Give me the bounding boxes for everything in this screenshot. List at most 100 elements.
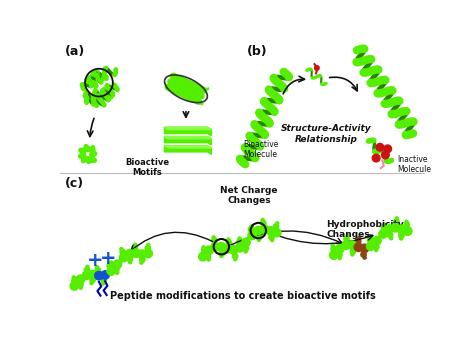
Circle shape [87, 160, 91, 163]
Circle shape [84, 267, 90, 273]
Circle shape [90, 281, 93, 285]
Circle shape [102, 282, 105, 285]
Circle shape [89, 157, 95, 162]
Circle shape [403, 227, 412, 235]
Circle shape [80, 152, 86, 158]
Polygon shape [164, 136, 211, 139]
Polygon shape [164, 127, 211, 136]
Circle shape [217, 242, 226, 251]
Circle shape [205, 254, 210, 259]
Circle shape [120, 250, 126, 255]
Circle shape [119, 253, 128, 262]
Circle shape [236, 244, 244, 252]
Circle shape [116, 271, 118, 274]
Circle shape [72, 278, 77, 283]
Circle shape [260, 225, 269, 234]
Circle shape [363, 256, 366, 259]
Circle shape [205, 246, 213, 254]
Circle shape [144, 249, 153, 258]
Circle shape [95, 266, 99, 269]
Circle shape [232, 253, 238, 259]
Circle shape [72, 276, 75, 279]
Circle shape [381, 225, 387, 231]
Text: +: + [87, 251, 103, 270]
Circle shape [90, 147, 95, 153]
Circle shape [273, 228, 281, 237]
Polygon shape [164, 127, 211, 130]
Text: Inactive
Molecule: Inactive Molecule [398, 155, 432, 174]
Circle shape [82, 156, 87, 161]
Circle shape [107, 263, 112, 268]
Circle shape [346, 234, 349, 237]
Circle shape [366, 242, 375, 250]
Circle shape [384, 145, 392, 153]
Circle shape [269, 234, 274, 240]
Circle shape [85, 146, 90, 152]
Circle shape [351, 253, 354, 256]
Circle shape [70, 282, 79, 290]
Circle shape [348, 241, 356, 249]
Circle shape [336, 245, 344, 253]
Circle shape [373, 236, 381, 245]
Circle shape [383, 223, 386, 226]
Circle shape [91, 146, 95, 149]
Polygon shape [164, 136, 211, 145]
Circle shape [86, 265, 89, 268]
Circle shape [113, 260, 122, 268]
Circle shape [370, 235, 373, 238]
Circle shape [356, 238, 361, 244]
Circle shape [227, 238, 230, 241]
Circle shape [374, 248, 378, 251]
Circle shape [223, 245, 232, 253]
Circle shape [81, 148, 86, 154]
Circle shape [367, 237, 373, 243]
Text: Bioactive
Motifs: Bioactive Motifs [126, 158, 170, 177]
Circle shape [79, 286, 82, 289]
Circle shape [382, 151, 389, 159]
Circle shape [387, 233, 393, 238]
Circle shape [220, 254, 223, 258]
Circle shape [207, 258, 210, 261]
Circle shape [248, 231, 256, 240]
Circle shape [391, 223, 400, 232]
Circle shape [374, 244, 379, 250]
Circle shape [244, 250, 247, 253]
Circle shape [140, 261, 143, 264]
Circle shape [79, 148, 82, 152]
Text: Structure-Activity
Relationship: Structure-Activity Relationship [281, 124, 372, 144]
Circle shape [90, 277, 95, 283]
Circle shape [79, 155, 82, 158]
Circle shape [202, 246, 205, 249]
Circle shape [238, 237, 241, 240]
Circle shape [338, 256, 341, 260]
Circle shape [254, 226, 263, 235]
Text: (b): (b) [247, 45, 267, 58]
Circle shape [261, 219, 264, 222]
Circle shape [84, 145, 88, 148]
Circle shape [404, 222, 410, 228]
Circle shape [329, 251, 338, 259]
Circle shape [390, 237, 392, 240]
Circle shape [212, 236, 215, 239]
Circle shape [405, 220, 408, 223]
Circle shape [395, 217, 399, 220]
Circle shape [89, 271, 97, 279]
Text: Peptide modifications to create bioactive motifs: Peptide modifications to create bioactiv… [110, 291, 376, 301]
Circle shape [93, 152, 97, 155]
Circle shape [140, 257, 145, 262]
Text: Net Charge
Changes: Net Charge Changes [220, 186, 278, 205]
Circle shape [234, 258, 237, 261]
Circle shape [107, 267, 116, 275]
Circle shape [331, 244, 334, 247]
Circle shape [82, 159, 85, 163]
Circle shape [250, 225, 254, 228]
Circle shape [134, 243, 137, 246]
Circle shape [257, 238, 260, 241]
Circle shape [85, 157, 90, 162]
Circle shape [95, 272, 103, 280]
Circle shape [201, 248, 207, 253]
Circle shape [199, 252, 207, 261]
Text: (c): (c) [65, 176, 84, 189]
Polygon shape [164, 146, 211, 154]
Circle shape [109, 261, 113, 264]
